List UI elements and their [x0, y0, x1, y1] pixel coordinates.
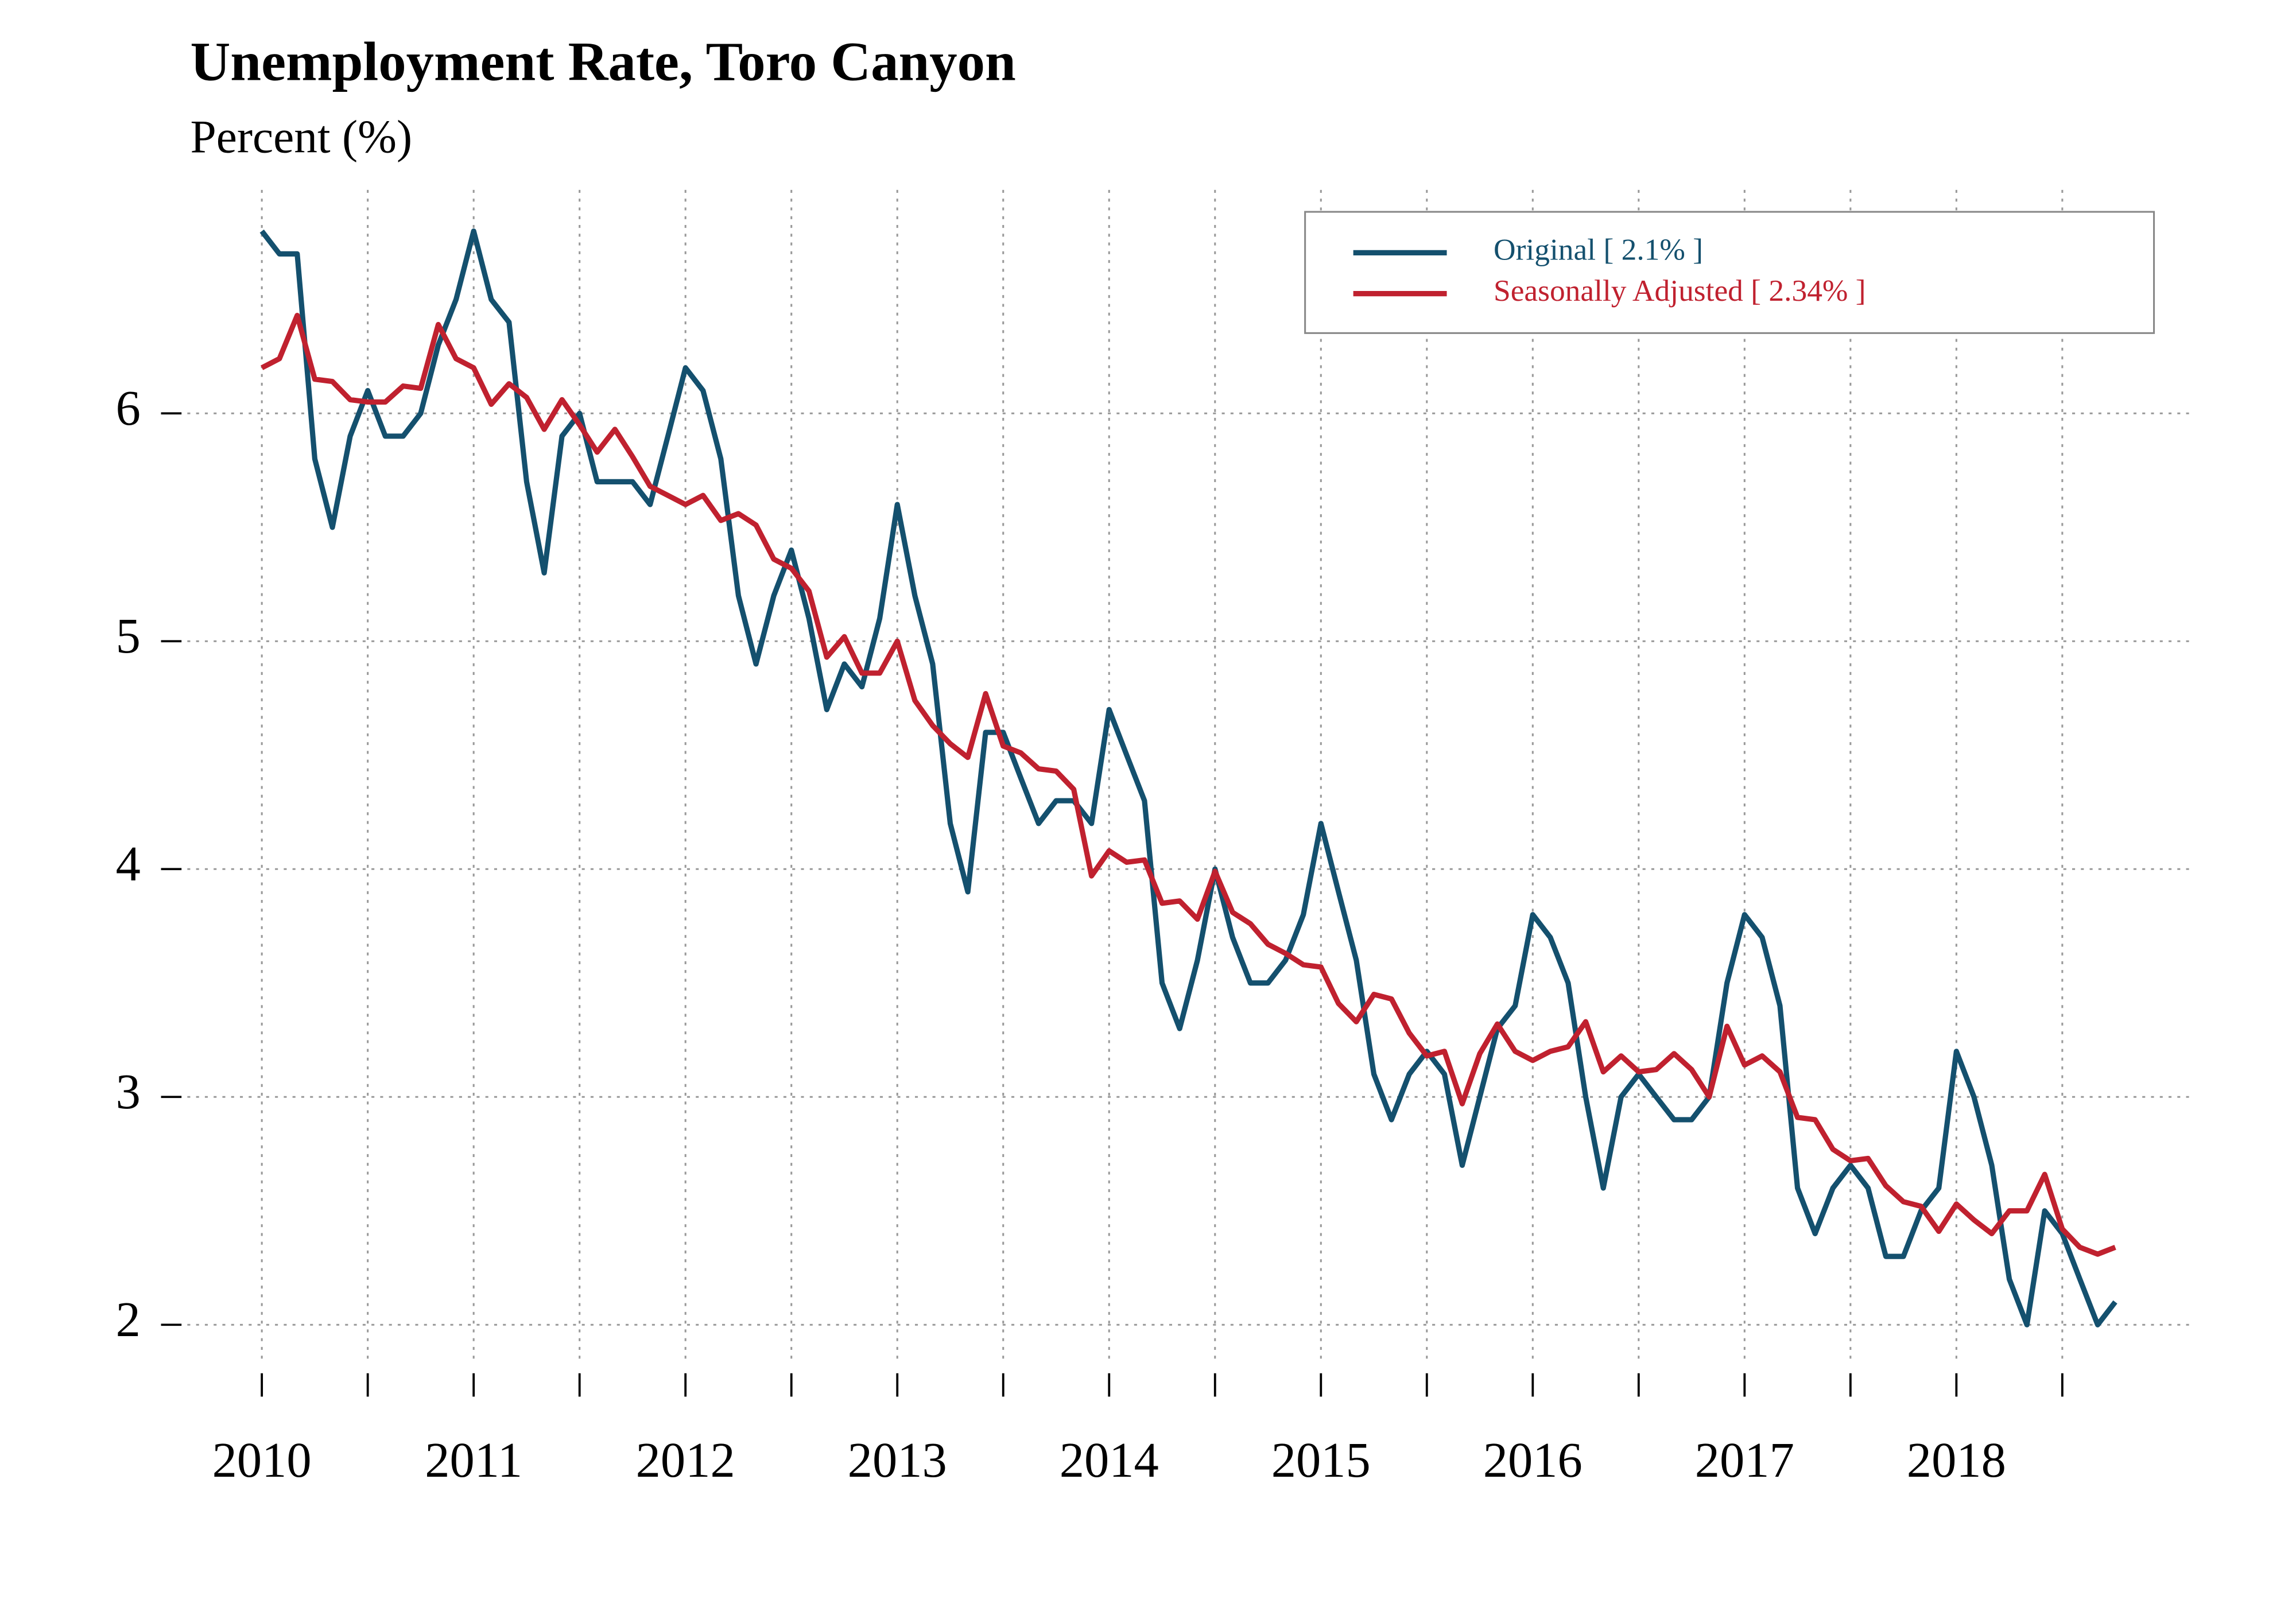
x-tick-label: 2011 [425, 1433, 522, 1488]
series-line [259, 228, 2117, 1327]
x-tick-label: 2013 [848, 1433, 947, 1488]
x-tick-label: 2012 [636, 1433, 735, 1488]
x-tick-label: 2014 [1060, 1433, 1159, 1488]
x-tick-label: 2010 [212, 1433, 312, 1488]
chart-subtitle: Percent (%) [190, 111, 412, 163]
legend-box [1304, 211, 2155, 334]
x-tick-label: 2018 [1907, 1433, 2006, 1488]
y-tick-label: 4 [116, 836, 141, 891]
y-tick-label: 2 [116, 1292, 141, 1347]
legend-label: Seasonally Adjusted [ 2.34% ] [1494, 273, 1866, 308]
legend-label: Original [ 2.1% ] [1494, 232, 1703, 267]
chart-title: Unemployment Rate, Toro Canyon [190, 30, 1015, 92]
y-tick-label: 3 [116, 1064, 141, 1119]
x-tick-label: 2017 [1695, 1433, 1794, 1488]
x-tick-label: 2015 [1271, 1433, 1371, 1488]
y-tick-label: 5 [116, 608, 141, 663]
x-tick-label: 2016 [1483, 1433, 1583, 1488]
series-line [261, 312, 2116, 1257]
y-tick-label: 6 [116, 381, 141, 436]
